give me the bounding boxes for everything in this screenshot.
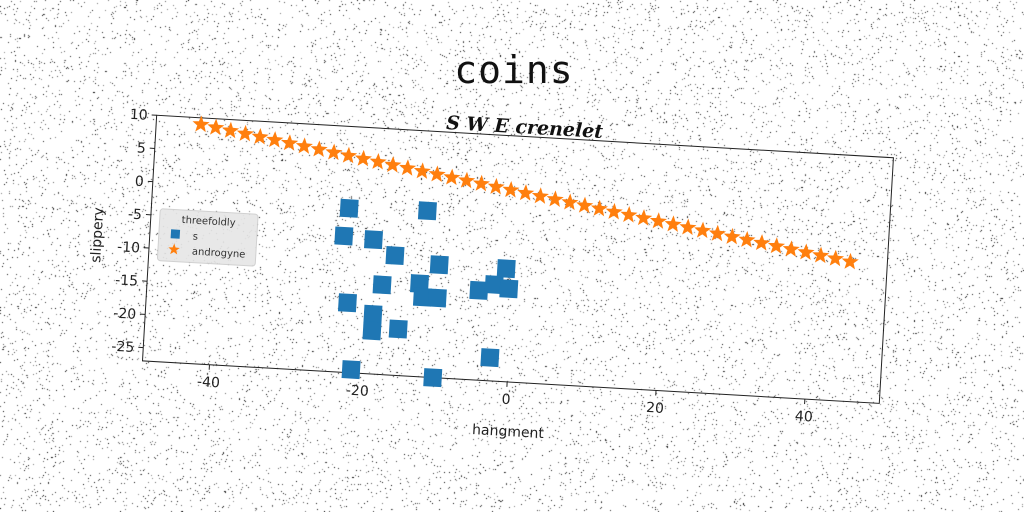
star-point: [635, 209, 653, 226]
legend-title: threefoldly: [181, 215, 236, 229]
plot-frame: [141, 114, 894, 404]
star-point: [649, 212, 668, 229]
square-point: [417, 201, 437, 221]
square-point: [362, 321, 382, 341]
y-tick-label: -10: [117, 239, 141, 256]
y-tick-label: 10: [129, 107, 148, 124]
star-point: [251, 127, 269, 145]
star-point: [369, 152, 387, 170]
legend-label-s: s: [192, 232, 198, 243]
star-point: [620, 206, 638, 223]
square-point: [334, 226, 354, 246]
square-point: [423, 368, 443, 388]
star-point: [738, 230, 756, 248]
square-point: [341, 360, 361, 380]
y-tick-label: -20: [113, 306, 137, 323]
star-point: [723, 227, 741, 245]
star-point: [281, 134, 299, 151]
star-point: [517, 184, 535, 201]
y-axis-label: slippery: [88, 207, 107, 263]
square-point: [412, 287, 432, 307]
x-tick-label: 0: [501, 392, 511, 408]
y-tick-label: -5: [127, 207, 142, 224]
x-tick-label: -40: [197, 374, 221, 391]
x-axis-label: hangment: [472, 422, 545, 442]
star-point: [826, 249, 845, 267]
star-point: [782, 240, 800, 257]
star-point: [413, 162, 431, 179]
star-point: [399, 159, 417, 176]
square-point: [480, 348, 500, 368]
square-point: [496, 259, 516, 279]
square-point: [363, 304, 383, 324]
star-point: [502, 181, 520, 198]
y-axis: 10 5 0 -5 -10 -15 -20 -25: [111, 107, 157, 356]
star-point: [531, 187, 549, 204]
star-point: [797, 243, 815, 261]
star-point: [487, 177, 505, 195]
star-point: [340, 146, 358, 164]
y-tick-label: -25: [111, 339, 135, 356]
star-point: [310, 140, 328, 158]
legend-star-marker: [168, 243, 180, 255]
square-point: [385, 246, 405, 266]
star-point: [472, 174, 490, 192]
star-point: [561, 193, 579, 211]
square-point: [372, 275, 392, 295]
legend: threefoldly s androgyne: [156, 208, 259, 267]
star-point: [590, 199, 608, 217]
y-tick-label: -15: [115, 272, 139, 289]
star-point: [546, 190, 564, 207]
star-point: [694, 221, 712, 239]
star-point: [428, 165, 446, 183]
star-point: [192, 115, 210, 133]
x-tick-label: -20: [345, 383, 369, 400]
square-point: [427, 288, 447, 308]
star-point: [354, 149, 372, 167]
data-layer: [192, 115, 859, 388]
star-point: [841, 252, 859, 270]
axes-title: S W E crenelet: [446, 112, 604, 143]
star-point: [605, 202, 623, 220]
square-point: [429, 255, 449, 275]
star-point: [236, 124, 254, 142]
square-point: [469, 280, 489, 300]
star-point: [576, 196, 594, 214]
star-point: [384, 156, 402, 173]
star-point: [458, 171, 476, 189]
y-tick-label: 0: [134, 174, 144, 190]
square-point: [363, 230, 384, 250]
legend-square-marker: [170, 229, 181, 239]
figure-title: coins: [454, 48, 574, 92]
star-point: [753, 234, 771, 251]
star-point: [266, 131, 284, 148]
x-axis: -40 -20 0 20 40: [197, 364, 813, 426]
legend-box: [156, 208, 259, 267]
square-point: [337, 293, 357, 313]
star-point: [207, 118, 225, 136]
star-point: [295, 137, 313, 154]
star-point: [325, 143, 343, 161]
star-point: [679, 218, 697, 236]
square-point: [339, 198, 359, 218]
star-point: [222, 121, 240, 139]
x-tick-label: 40: [794, 409, 813, 426]
star-point: [812, 246, 830, 264]
star-point: [708, 224, 727, 242]
x-tick-label: 20: [646, 400, 665, 417]
square-point: [484, 275, 504, 295]
legend-label-androgyne: androgyne: [192, 247, 246, 261]
square-point: [388, 319, 408, 339]
star-point: [664, 215, 682, 232]
star-point: [767, 237, 786, 254]
square-point: [499, 279, 519, 299]
y-tick-label: 5: [136, 140, 146, 156]
star-point: [443, 168, 461, 186]
